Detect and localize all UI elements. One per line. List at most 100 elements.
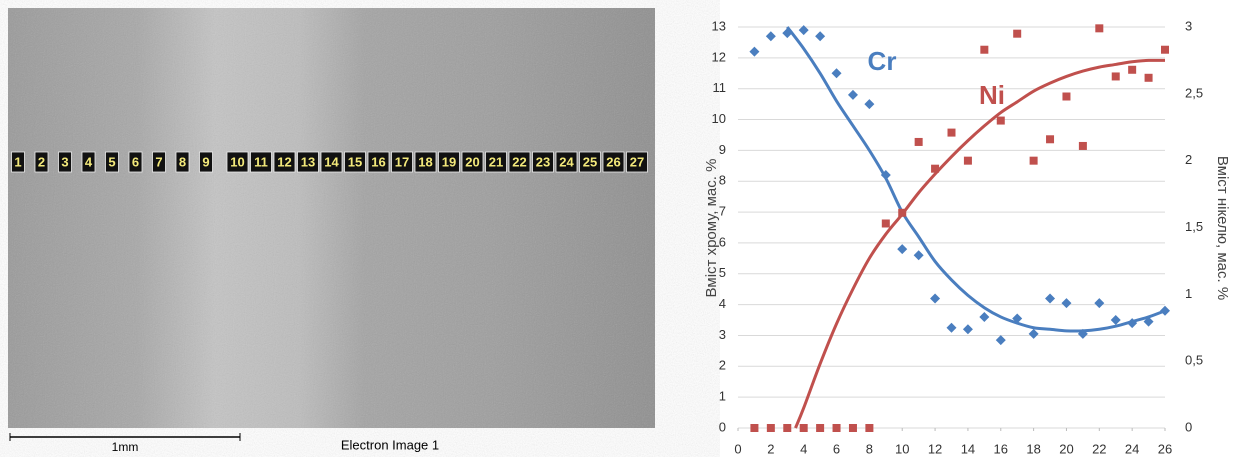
x-tick-label: 14 bbox=[961, 441, 975, 456]
data-point bbox=[946, 322, 957, 333]
point-label-box bbox=[579, 151, 601, 173]
point-label: 4 bbox=[85, 154, 93, 169]
data-point bbox=[898, 208, 907, 217]
data-point bbox=[1029, 156, 1038, 165]
point-label: 5 bbox=[108, 154, 115, 169]
y-tick-label: 3 bbox=[719, 327, 726, 342]
data-point bbox=[1077, 328, 1088, 339]
data-point bbox=[962, 324, 973, 335]
point-label: 15 bbox=[348, 154, 362, 169]
point-label-box bbox=[58, 151, 72, 173]
point-label-box bbox=[152, 151, 166, 173]
x-tick-label: 22 bbox=[1092, 441, 1106, 456]
point-label: 25 bbox=[583, 154, 597, 169]
data-point bbox=[1028, 328, 1039, 339]
y2-tick-label: 1,5 bbox=[1185, 219, 1203, 234]
point-label: 7 bbox=[155, 154, 162, 169]
y-tick-label: 10 bbox=[712, 111, 726, 126]
x-tick-label: 26 bbox=[1158, 441, 1172, 456]
sem-image: 1mm Electron Image 1 1 2 3 4 5 6 7 8 9 10 11 12 13 14… bbox=[8, 8, 655, 454]
data-point bbox=[848, 424, 857, 432]
data-point bbox=[1127, 318, 1138, 329]
y-tick-label: 12 bbox=[712, 49, 726, 64]
point-label-box bbox=[297, 151, 319, 173]
x-tick-label: 12 bbox=[928, 441, 942, 456]
y-tick-label: 6 bbox=[719, 234, 726, 249]
data-point bbox=[783, 424, 792, 432]
data-point bbox=[1160, 305, 1170, 316]
data-point bbox=[816, 424, 825, 432]
x-tick-label: 0 bbox=[734, 441, 741, 456]
point-label: 20 bbox=[465, 154, 479, 169]
data-point bbox=[782, 28, 793, 39]
data-point bbox=[995, 335, 1006, 346]
x-tick-label: 6 bbox=[833, 441, 840, 456]
x-tick-label: 20 bbox=[1059, 441, 1073, 456]
data-point bbox=[947, 128, 956, 137]
point-label-box bbox=[532, 151, 554, 173]
data-point bbox=[864, 99, 875, 110]
y2-tick-label: 3 bbox=[1185, 18, 1192, 33]
data-point bbox=[914, 137, 923, 146]
y-tick-label: 2 bbox=[719, 358, 726, 373]
y-tick-label: 7 bbox=[719, 204, 726, 219]
point-label-box bbox=[199, 151, 213, 173]
x-tick-label: 2 bbox=[767, 441, 774, 456]
y-axis-label: Вміст хрому, мас. % bbox=[703, 159, 720, 298]
y-tick-label: 0 bbox=[719, 419, 726, 434]
y-tick-label: 5 bbox=[719, 265, 726, 280]
data-point bbox=[979, 311, 990, 322]
data-point bbox=[1094, 298, 1105, 309]
point-label-box bbox=[273, 151, 296, 173]
point-label: 11 bbox=[254, 154, 268, 169]
data-point bbox=[865, 424, 874, 432]
data-point bbox=[799, 424, 808, 432]
data-point bbox=[1078, 141, 1087, 150]
y2-axis-label: Вміст нікелю, мас. % bbox=[1214, 156, 1231, 300]
point-label: 24 bbox=[559, 154, 574, 169]
point-label-box bbox=[128, 151, 143, 173]
x-tick-label: 16 bbox=[994, 441, 1008, 456]
data-point bbox=[750, 424, 759, 432]
point-label: 18 bbox=[418, 154, 432, 169]
data-point bbox=[1013, 29, 1022, 38]
point-label: 16 bbox=[371, 154, 385, 169]
point-label-box bbox=[344, 151, 366, 173]
point-label: 19 bbox=[442, 154, 456, 169]
data-point bbox=[913, 250, 924, 261]
y2-tick-label: 0,5 bbox=[1185, 353, 1203, 368]
point-label: 14 bbox=[324, 154, 339, 169]
data-point bbox=[1045, 293, 1056, 304]
point-label-box bbox=[391, 151, 413, 173]
point-label-box bbox=[81, 151, 96, 173]
chart: Вміст хрому, мас. % Вміст нікелю, мас. %… bbox=[703, 18, 1231, 456]
point-label: 17 bbox=[395, 154, 409, 169]
point-label-box bbox=[11, 151, 25, 173]
x-tick-label: 8 bbox=[866, 441, 873, 456]
data-point bbox=[847, 89, 858, 100]
data-point bbox=[815, 31, 826, 42]
data-point bbox=[931, 164, 940, 173]
data-point bbox=[1111, 72, 1120, 81]
point-label: 26 bbox=[606, 154, 620, 169]
data-point bbox=[749, 46, 760, 57]
point-label-box bbox=[602, 151, 625, 173]
point-label-box bbox=[175, 151, 190, 173]
point-label-box bbox=[438, 151, 460, 173]
point-label: 3 bbox=[61, 154, 68, 169]
x-tick-label: 4 bbox=[800, 441, 807, 456]
x-tick-label: 18 bbox=[1026, 441, 1040, 456]
point-label: 13 bbox=[301, 154, 315, 169]
point-label-box bbox=[34, 151, 49, 173]
trend-line bbox=[786, 26, 1166, 333]
data-point bbox=[766, 424, 775, 432]
data-point bbox=[1110, 315, 1121, 326]
y-tick-label: 1 bbox=[719, 389, 726, 404]
point-label-box bbox=[485, 151, 507, 173]
y2-tick-label: 0 bbox=[1185, 419, 1192, 434]
image-caption: Electron Image 1 bbox=[341, 437, 439, 452]
y2-tick-label: 2 bbox=[1185, 152, 1192, 167]
point-label-box bbox=[320, 151, 343, 173]
y2-tick-label: 1 bbox=[1185, 286, 1192, 301]
